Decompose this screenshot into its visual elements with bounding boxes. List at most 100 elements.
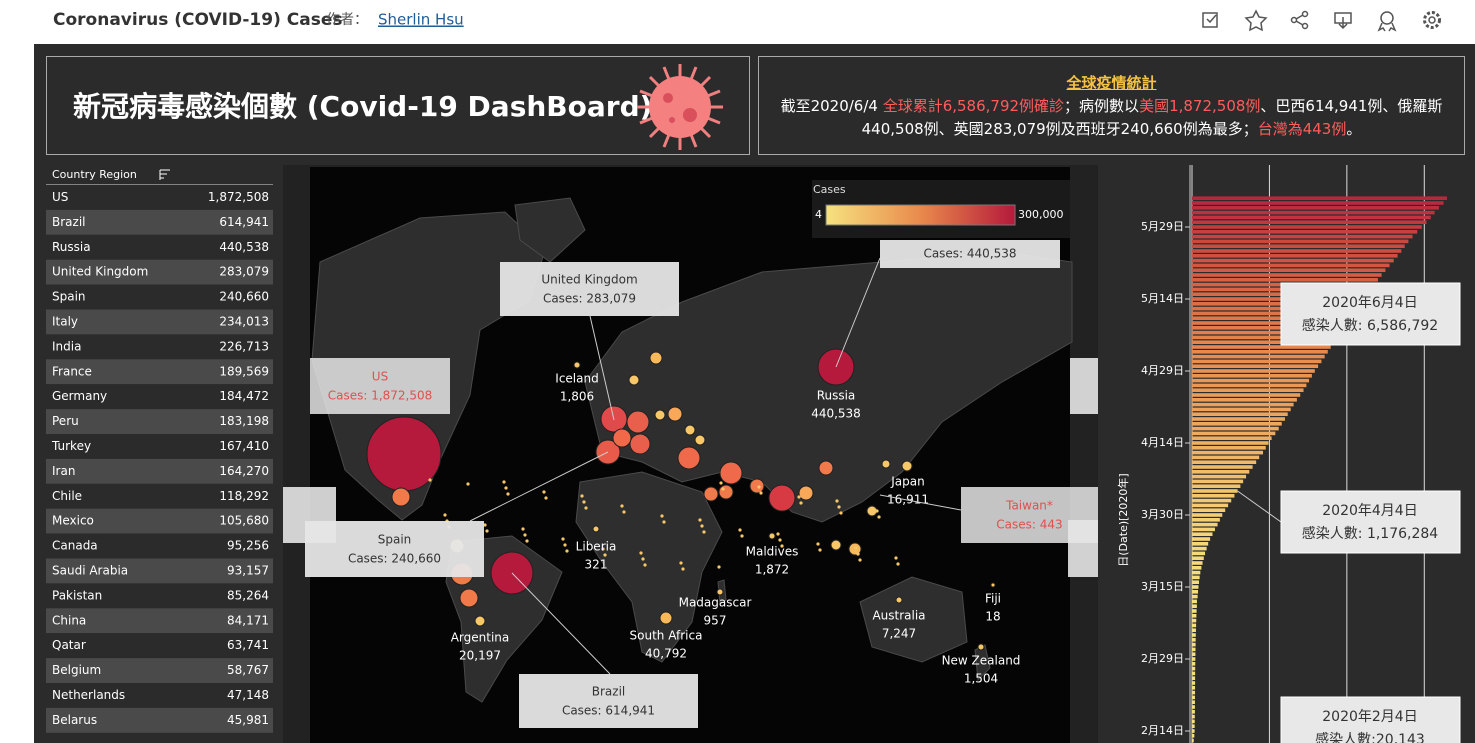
bar [1192, 527, 1215, 532]
map-dot [582, 500, 586, 504]
map-label-name: Japan [890, 475, 924, 489]
map-label-value: 7,247 [882, 627, 916, 641]
map-label-name: Liberia [576, 540, 617, 554]
bar [1192, 249, 1402, 253]
country-name: Spain [52, 290, 86, 304]
bar [1192, 354, 1325, 359]
country-cases: 226,713 [219, 339, 269, 353]
map-dot [641, 557, 645, 561]
bar [1192, 311, 1354, 316]
y-tick-label: 4月14日 [1141, 436, 1184, 449]
bar [1192, 647, 1196, 652]
bar [1192, 666, 1196, 671]
callout-name: Taiwan* [1005, 499, 1053, 513]
bar [1192, 369, 1315, 373]
bar [1192, 450, 1264, 455]
callout-leader [469, 451, 609, 522]
map-dot [698, 518, 702, 522]
map-bubble [459, 588, 479, 608]
map-dot [818, 548, 822, 552]
bar [1192, 556, 1204, 560]
y-tick-label: 3月30日 [1141, 508, 1184, 521]
bar [1192, 225, 1422, 229]
map-bubble [573, 361, 581, 369]
map-dot [740, 534, 744, 538]
download-icon[interactable] [1334, 12, 1352, 30]
table-row [46, 434, 273, 459]
map-dot [894, 556, 898, 560]
map-bubble [798, 485, 814, 501]
map-label-value: 1,504 [964, 672, 998, 686]
author-label: 作者： [326, 12, 368, 28]
map-label-value: 40,792 [645, 647, 687, 661]
bar [1192, 321, 1348, 325]
bar [1192, 681, 1196, 685]
callout-leader [835, 257, 881, 368]
bar [1192, 258, 1394, 263]
map-dot [856, 552, 860, 556]
country-name: US [52, 190, 68, 204]
map-label-value: 1,872 [755, 563, 789, 577]
bar [1192, 244, 1405, 248]
bar [1192, 671, 1196, 676]
table-row [46, 284, 273, 310]
map-bubble [716, 588, 724, 596]
sort-icon [159, 169, 170, 180]
bar [1192, 508, 1226, 512]
map-dot [428, 478, 432, 482]
country-name: Belgium [52, 663, 101, 677]
bar [1192, 206, 1439, 210]
summary: 全球疫情統計 截至2020/6/4 全球累計6,586,792例確診；病例數以美… [760, 72, 1463, 141]
bar [1192, 330, 1341, 335]
table-row [46, 334, 273, 360]
country-name: United Kingdom [52, 265, 148, 279]
bar [1192, 201, 1444, 205]
country-name: France [52, 364, 92, 378]
map-bubble [474, 615, 486, 627]
map-dot [485, 529, 489, 533]
y-tick-label: 2月14日 [1141, 724, 1184, 737]
map-bubble [628, 374, 640, 386]
map-label-value: 20,197 [459, 649, 501, 663]
bar [1192, 710, 1195, 714]
y-tick-label: 2月29日 [1141, 652, 1184, 665]
virus-icon [637, 64, 723, 150]
favorite-icon[interactable] [1244, 9, 1268, 32]
bar [1192, 633, 1196, 637]
author-link[interactable]: Sherlin Hsu [378, 11, 464, 29]
country-name: Belarus [52, 713, 97, 727]
bar [1192, 551, 1206, 556]
bar [1192, 532, 1213, 536]
summary-segment: 截至2020/6/4 [780, 97, 883, 115]
annotation-box [1280, 696, 1461, 743]
settings-icon[interactable] [1423, 11, 1441, 29]
country-cases: 58,767 [227, 663, 269, 677]
table-header: Country Region [52, 168, 137, 181]
bar [1192, 316, 1351, 320]
map-bubble [626, 410, 650, 434]
y-axis-title: 日(Date)[2020年] [1116, 473, 1130, 566]
map-dot [563, 543, 567, 547]
bar [1192, 359, 1322, 364]
map-bubble [703, 486, 719, 502]
edit-icon[interactable] [1202, 12, 1218, 28]
bar [1192, 398, 1297, 402]
callout-box [880, 240, 1060, 268]
map-dot [858, 558, 862, 562]
country-name: India [52, 339, 81, 353]
workbook-title: Coronavirus (COVID-19) Cases [53, 10, 343, 30]
map-dot [466, 482, 470, 486]
bar [1192, 575, 1200, 580]
table-row [46, 209, 273, 235]
map-dot [502, 480, 506, 484]
map-layer: Iceland 1,806 Russia 440,538 Japan 16,911 Libe… [311, 197, 1073, 703]
metrics-icon[interactable] [1377, 11, 1397, 32]
table-row [46, 533, 273, 559]
annotation-text: 感染人數: 6,586,792 [1302, 317, 1438, 334]
share-icon[interactable] [1290, 10, 1309, 30]
map-bubble [391, 487, 411, 507]
bar [1192, 350, 1328, 354]
map-dot [896, 562, 900, 566]
bar [1192, 623, 1197, 628]
